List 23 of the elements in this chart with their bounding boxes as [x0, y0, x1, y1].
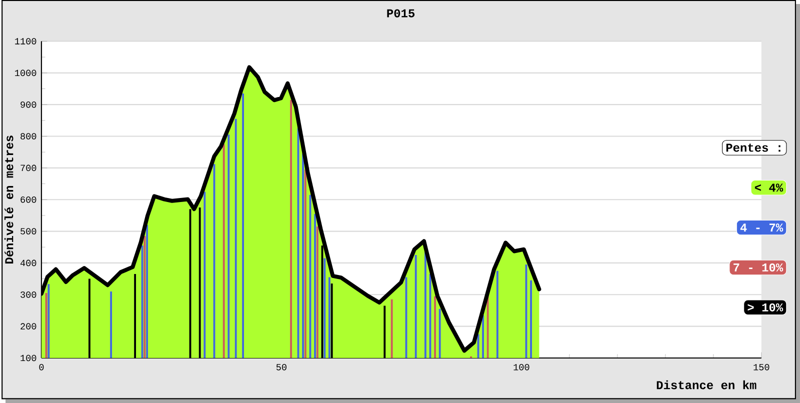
y-tick-label: 300	[20, 291, 36, 298]
y-tick-label: 900	[20, 101, 36, 108]
text: 4 - 7%	[740, 223, 784, 232]
x-tick-label: 0	[39, 364, 44, 370]
x-axis-title: Distance en km	[656, 380, 756, 390]
y-tick-label: 500	[20, 228, 36, 234]
x-tick-label: 100	[514, 364, 530, 370]
x-tick-label: 150	[754, 364, 770, 370]
y-tick-label: 700	[20, 164, 36, 171]
y-tick-label: 1000	[15, 70, 36, 76]
y-tick-label: 800	[20, 133, 36, 140]
x-tick-label: 50	[276, 364, 286, 370]
chart-title: P015	[387, 9, 415, 18]
y-tick-label: 200	[20, 323, 36, 330]
y-tick-label: 400	[20, 260, 36, 266]
text: < 4%	[754, 184, 784, 192]
y-axis-title: Dénivelé en metres	[4, 136, 14, 264]
y-tick-label: 600	[20, 196, 36, 203]
y-tick-label: 100	[20, 354, 36, 362]
text: 7 - 10%	[734, 263, 784, 272]
y-tick-label: 1100	[15, 38, 36, 44]
legend-title: Pentes :	[726, 144, 780, 152]
text: > 10%	[748, 303, 784, 312]
